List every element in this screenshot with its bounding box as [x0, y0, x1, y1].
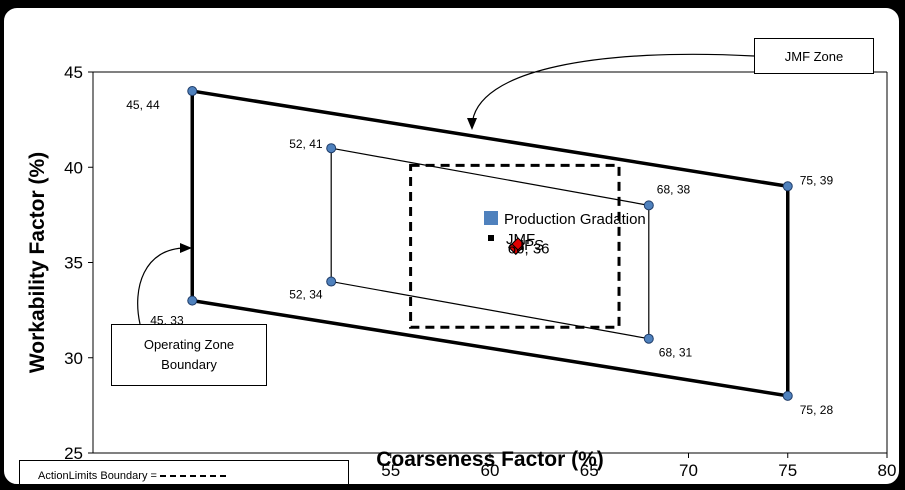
chart-svg: 25 30 35 40 45 55 60 65 70 75 80 Workability Factor… — [26, 53, 897, 480]
jmf-zone-arrow — [471, 53, 755, 127]
jmf-zone-point-label: 68, 38 — [657, 182, 691, 196]
legend-entry-label: Production Gradation — [504, 211, 646, 228]
action-limits-callout: ActionLimits Boundary = — [19, 460, 349, 484]
x-axis-title: Coarseness Factor (%) — [376, 448, 604, 471]
legend-marker-diamond — [511, 237, 525, 251]
operating-zone-point-label: 45, 44 — [126, 98, 160, 112]
y-tick-label: 25 — [64, 444, 83, 463]
action-limits-boundary — [409, 163, 621, 329]
operating-zone-callout: Operating Zone Boundary — [111, 324, 267, 386]
legend-marker-small-square — [488, 235, 494, 241]
jmf-zone-point — [326, 276, 337, 287]
operating-zone-point — [187, 86, 198, 97]
jmf-zone-point — [643, 200, 654, 211]
x-tick-label: 55 — [381, 461, 400, 480]
y-tick-label: 40 — [64, 158, 83, 177]
y-tick-label: 30 — [64, 349, 83, 368]
x-tick-label: 60 — [481, 461, 500, 480]
jmf-zone-arrowhead — [467, 118, 477, 130]
x-tick-label: 70 — [679, 461, 698, 480]
operating-zone-point-label: 75, 28 — [800, 403, 834, 417]
x-tick-label: 80 — [878, 461, 897, 480]
chart-frame: 25 30 35 40 45 55 60 65 70 75 80 Workability Factor… — [3, 7, 900, 485]
jmf-zone-point — [643, 333, 654, 344]
x-tick-label: 75 — [778, 461, 797, 480]
jmf-zone-point-label: 52, 41 — [289, 137, 323, 151]
action-limits-dash-sample — [159, 475, 226, 478]
operating-zone-arrow — [137, 247, 187, 325]
x-tick-label: 65 — [580, 461, 599, 480]
action-limits-callout-text: ActionLimits Boundary = — [38, 470, 160, 482]
y-tick-label: 45 — [64, 63, 83, 82]
y-axis-title: Workability Factor (%) — [26, 152, 49, 373]
jmf-zone-callout-text: JMF Zone — [784, 49, 844, 64]
operating-zone-callout-text: Operating Zone Boundary — [143, 337, 235, 372]
jmf-zone-point-label: 52, 34 — [289, 288, 323, 302]
operating-zone-point — [187, 295, 198, 306]
operating-zone-point — [782, 390, 793, 401]
jmf-zone-boundary — [330, 147, 650, 340]
jmf-zone-point — [326, 143, 337, 154]
operating-zone-point-label: 75, 39 — [800, 173, 834, 187]
legend-entry-label: IPS — [520, 237, 544, 254]
operating-zone-arrowhead — [180, 243, 192, 253]
operating-zone-boundary — [190, 88, 790, 398]
legend-marker-square — [484, 211, 498, 225]
y-tick-label: 35 — [64, 254, 83, 273]
operating-zone-point — [782, 181, 793, 192]
jmf-zone-callout: JMF Zone — [754, 38, 874, 74]
jmf-zone-point-label: 68, 31 — [659, 346, 693, 360]
